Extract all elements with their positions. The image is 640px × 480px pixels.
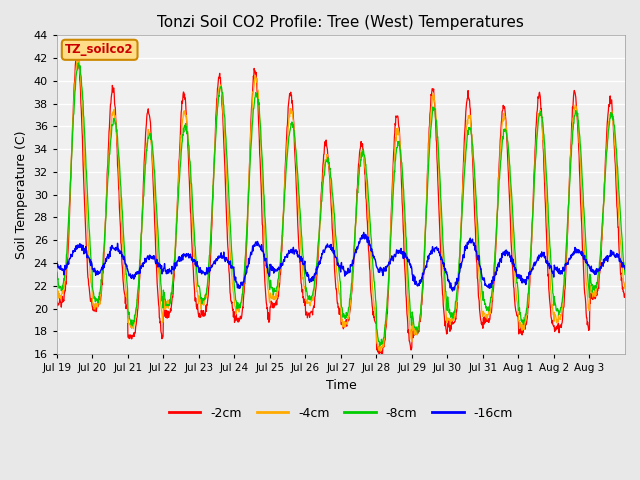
Y-axis label: Soil Temperature (C): Soil Temperature (C): [15, 131, 28, 259]
Title: Tonzi Soil CO2 Profile: Tree (West) Temperatures: Tonzi Soil CO2 Profile: Tree (West) Temp…: [157, 15, 524, 30]
Legend: -2cm, -4cm, -8cm, -16cm: -2cm, -4cm, -8cm, -16cm: [164, 402, 518, 425]
X-axis label: Time: Time: [326, 379, 356, 392]
Text: TZ_soilco2: TZ_soilco2: [65, 43, 134, 56]
